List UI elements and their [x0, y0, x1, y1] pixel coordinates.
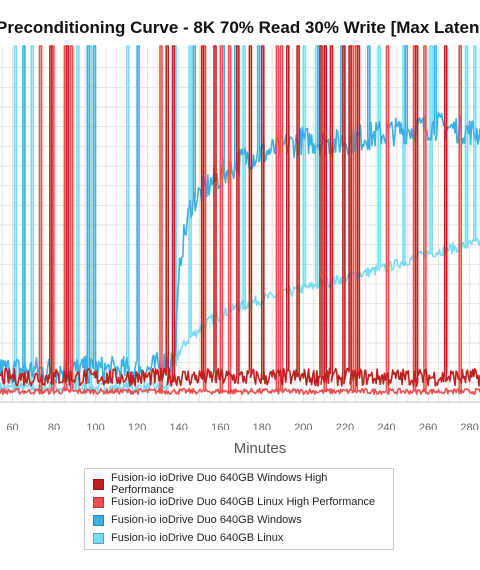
legend-item: Fusion-io ioDrive Duo 640GB Windows High…: [93, 472, 385, 496]
legend-label: Fusion-io ioDrive Duo 640GB Windows High…: [111, 472, 328, 496]
legend-swatch: [93, 478, 104, 490]
x-tick-label: 200: [294, 422, 312, 430]
legend-label: Fusion-io ioDrive Duo 640GB Linux High P…: [111, 496, 376, 508]
legend-swatch: [93, 532, 104, 544]
x-tick-label: 80: [48, 422, 60, 430]
x-axis-label: Minutes: [233, 440, 287, 457]
legend-swatch: [93, 514, 104, 526]
series-line-1: [0, 45, 480, 387]
legend-item: Fusion-io ioDrive Duo 640GB Windows: [93, 511, 385, 529]
legend: Fusion-io ioDrive Duo 640GB Windows High…: [84, 468, 394, 550]
x-tick-label: 140: [170, 422, 188, 430]
legend-label: Fusion-io ioDrive Duo 640GB Windows: [111, 514, 302, 526]
x-tick-label: 220: [336, 422, 354, 430]
x-tick-label: 60: [6, 422, 18, 430]
x-tick-label: 240: [377, 422, 395, 430]
x-tick-label: 120: [128, 422, 146, 430]
series-line-3: [0, 45, 480, 385]
x-tick-label: 100: [86, 422, 104, 430]
plot-area: 60 80 100 120 140 160 180 200 220 240 260 280: [0, 45, 480, 430]
series-line-2: [0, 45, 480, 395]
legend-item: Fusion-io ioDrive Duo 640GB Linux: [93, 529, 385, 547]
legend-label: Fusion-io ioDrive Duo 640GB Linux: [111, 532, 284, 544]
x-tick-label: 260: [419, 422, 437, 430]
x-tick-label: 160: [211, 422, 229, 430]
series-line-4: [0, 45, 480, 394]
x-axis: 60 80 100 120 140 160 180 200 220 240 260 280: [0, 401, 480, 430]
legend-swatch: [93, 496, 104, 508]
series-layer: [0, 45, 480, 395]
x-tick-label: 180: [253, 422, 271, 430]
chart-title: Preconditioning Curve - 8K 70% Read 30% …: [0, 18, 480, 37]
legend-item: Fusion-io ioDrive Duo 640GB Linux High P…: [93, 493, 385, 511]
x-tick-label: 280: [460, 422, 478, 430]
